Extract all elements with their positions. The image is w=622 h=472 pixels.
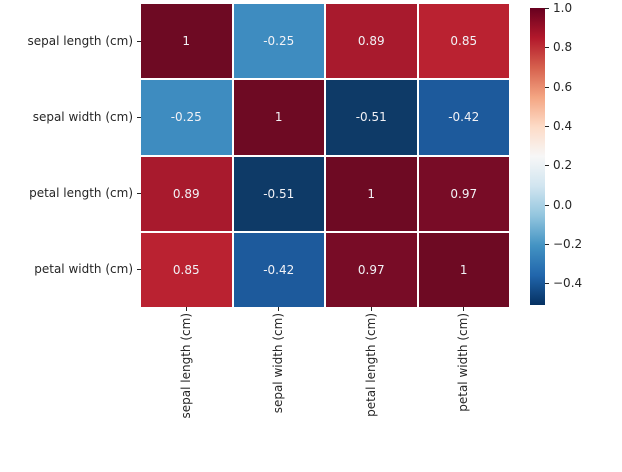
colorbar-tick-mark [545, 87, 549, 88]
colorbar-tick-mark [545, 244, 549, 245]
heatmap-cell: 0.85 [418, 4, 509, 79]
x-axis-label-petal-length: petal length (cm) [364, 313, 378, 417]
heatmap-cell: -0.42 [233, 232, 324, 307]
y-tick-mark [137, 193, 141, 194]
colorbar-tick-mark [545, 126, 549, 127]
heatmap-cell: -0.42 [418, 80, 509, 155]
colorbar-tick-mark [545, 165, 549, 166]
heatmap-cell: 1 [326, 156, 417, 231]
heatmap-cell: 0.89 [141, 156, 232, 231]
heatmap-cell: -0.51 [326, 80, 417, 155]
y-tick-mark [137, 41, 141, 42]
y-tick-mark [137, 269, 141, 270]
y-tick-mark [137, 117, 141, 118]
colorbar-tick-mark [545, 47, 549, 48]
colorbar-tick-label: 1.0 [553, 1, 573, 15]
heatmap-cell: 0.97 [418, 156, 509, 231]
colorbar [530, 8, 545, 305]
x-axis-label-petal-width: petal width (cm) [456, 313, 470, 412]
heatmap-cell: -0.25 [141, 80, 232, 155]
colorbar-tick-mark [545, 8, 549, 9]
colorbar-tick-label: 0.8 [553, 40, 573, 54]
y-axis-label-petal-width: petal width (cm) [34, 262, 133, 276]
x-axis-label-sepal-width: sepal width (cm) [271, 313, 285, 414]
heatmap-cell: -0.51 [233, 156, 324, 231]
x-tick-mark [371, 307, 372, 311]
heatmap-cell: -0.25 [233, 4, 324, 79]
heatmap-grid: 1 -0.25 0.89 0.85 -0.25 1 -0.51 -0.42 0.… [141, 4, 509, 307]
x-axis-label-sepal-length: sepal length (cm) [179, 313, 193, 419]
colorbar-tick-label: −0.2 [553, 237, 583, 251]
heatmap-cell: 0.97 [326, 232, 417, 307]
heatmap-cell: 0.89 [326, 4, 417, 79]
colorbar-tick-mark [545, 283, 549, 284]
colorbar-tick-label: 0.4 [553, 119, 573, 133]
x-tick-mark [278, 307, 279, 311]
colorbar-tick-label: 0.0 [553, 198, 573, 212]
y-axis-label-petal-length: petal length (cm) [29, 186, 133, 200]
x-tick-mark [463, 307, 464, 311]
heatmap-cell: 0.85 [141, 232, 232, 307]
colorbar-tick-label: −0.4 [553, 276, 583, 290]
y-axis-label-sepal-width: sepal width (cm) [32, 110, 133, 124]
y-axis-label-sepal-length: sepal length (cm) [27, 34, 133, 48]
x-tick-mark [186, 307, 187, 311]
heatmap-cell: 1 [141, 4, 232, 79]
heatmap-cell: 1 [418, 232, 509, 307]
colorbar-tick-label: 0.2 [553, 158, 573, 172]
colorbar-tick-mark [545, 205, 549, 206]
heatmap-cell: 1 [233, 80, 324, 155]
colorbar-tick-label: 0.6 [553, 80, 573, 94]
